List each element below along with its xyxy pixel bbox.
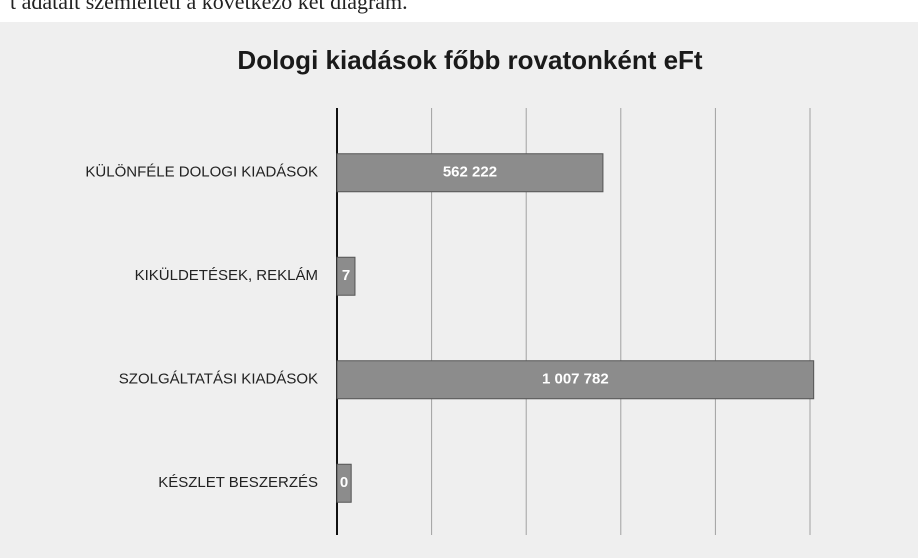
bar	[336, 360, 815, 400]
y-tick-label: KÉSZLET BESZERZÉS	[158, 474, 318, 491]
value-label: 7	[342, 267, 350, 284]
y-tick-label: SZOLGÁLTATÁSI KIADÁSOK	[119, 371, 318, 388]
caption: t adatait szemlélteti a következő két di…	[10, 0, 408, 14]
value-label: 1 007 782	[542, 371, 609, 388]
chart-title: Dologi kiadások főbb rovatonként eFt	[237, 45, 702, 75]
chart-background	[0, 22, 918, 558]
y-tick-label: KÜLÖNFÉLE DOLOGI KIADÁSOK	[85, 163, 318, 181]
bar	[336, 153, 604, 193]
bar	[336, 256, 356, 296]
value-label: 562 222	[443, 164, 497, 181]
bar	[336, 463, 352, 503]
value-label: 0	[340, 474, 348, 491]
y-tick-label: KIKÜLDETÉSEK, REKLÁM	[135, 266, 318, 284]
